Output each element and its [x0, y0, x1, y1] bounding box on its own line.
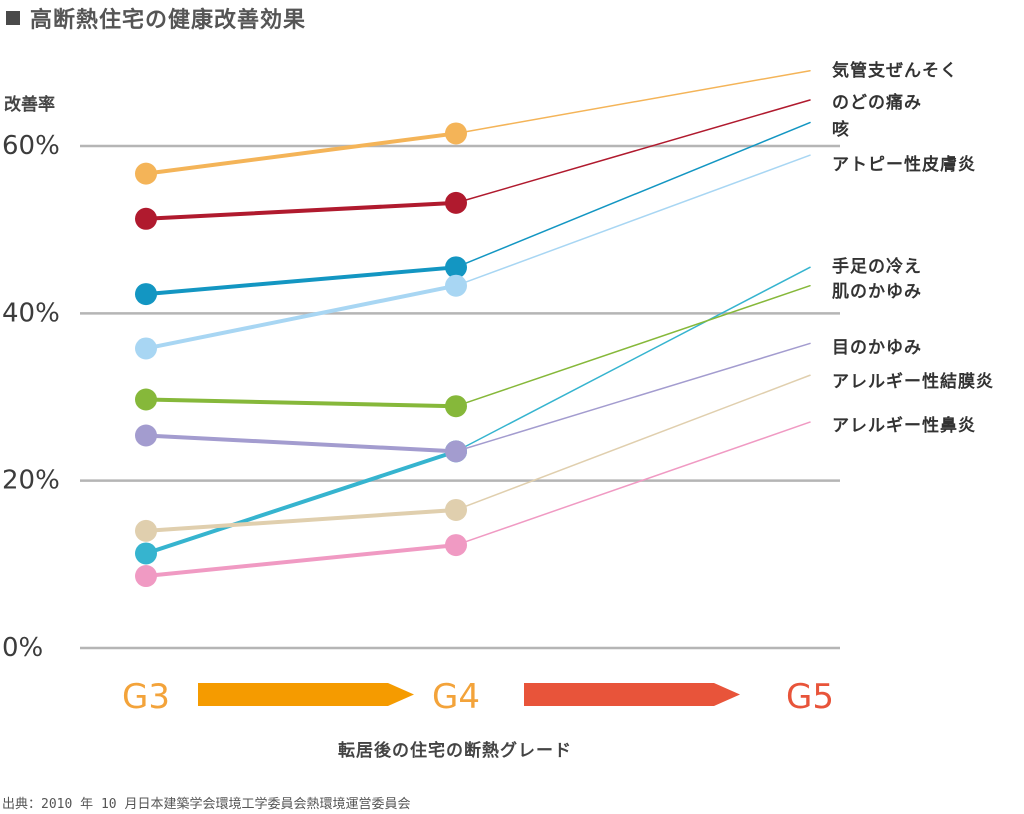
series-line-g4-g5: [455, 284, 811, 407]
series-line-g3-g4: [144, 131, 458, 176]
data-point-g3: [135, 162, 157, 185]
y-tick-label: 0%: [2, 633, 43, 663]
series-line-g3-g4: [144, 200, 458, 221]
series-line-g4-g5: [455, 99, 811, 204]
y-tick-label: 20%: [2, 466, 60, 496]
title-marker: [6, 11, 20, 25]
data-point-g4: [445, 534, 467, 557]
data-point-g4: [445, 440, 467, 463]
series-line-g4-g5: [455, 342, 811, 453]
series-line-g4-g5: [455, 421, 811, 546]
data-point-g4: [445, 256, 467, 279]
y-tick-label: 60%: [2, 131, 60, 161]
data-point-g4: [445, 395, 467, 418]
data-point-g4: [445, 498, 467, 521]
chart-title: 高断熱住宅の健康改善効果: [6, 2, 306, 34]
legend-item: 肌のかゆみ: [832, 282, 922, 302]
series-line-g3-g4: [144, 433, 458, 454]
series-line-g4-g5: [455, 266, 811, 453]
legend-item: 気管支ぜんそく: [832, 61, 958, 81]
series-line-g4-g5: [455, 374, 811, 511]
x-category-label: G4: [432, 677, 480, 717]
y-axis-label: 改善率: [4, 95, 55, 115]
series-line-g3-g4: [144, 543, 458, 579]
x-category-label: G3: [122, 677, 170, 717]
data-point-g3: [135, 283, 157, 306]
legend-item: アレルギー性結膜炎: [832, 372, 994, 392]
x-axis-label: 転居後の住宅の断熱グレード: [338, 741, 572, 761]
series-line-g3-g4: [144, 449, 458, 556]
data-point-g4: [445, 191, 467, 214]
series-line-g4-g5: [455, 121, 811, 269]
x-category-label: G5: [786, 677, 834, 717]
data-point-g4: [445, 122, 467, 145]
y-tick-label: 40%: [2, 298, 60, 328]
data-point-g3: [135, 337, 157, 360]
grade-arrow-g3-g4: [198, 683, 414, 706]
data-point-g3: [135, 565, 157, 588]
source-note: 出典：2010 年 10 月日本建築学会環境工学委員会熱環境運営委員会: [2, 797, 411, 812]
data-point-g3: [135, 424, 157, 447]
chart-title-text: 高断熱住宅の健康改善効果: [30, 8, 307, 33]
data-point-g3: [135, 519, 157, 542]
series-line-g3-g4: [144, 265, 458, 297]
series-line-g3-g4: [144, 507, 458, 533]
legend-item: アレルギー性鼻炎: [832, 416, 976, 436]
data-point-g3: [135, 542, 157, 565]
legend-item: アトピー性皮膚炎: [832, 155, 976, 175]
legend-item: 咳: [832, 120, 850, 140]
series-line-g3-g4: [144, 397, 458, 409]
data-point-g4: [445, 274, 467, 297]
data-point-g3: [135, 207, 157, 230]
series-line-g3-g4: [144, 283, 458, 351]
series-line-g4-g5: [455, 69, 811, 135]
legend-item: 目のかゆみ: [832, 338, 922, 358]
series-line-g4-g5: [455, 154, 811, 287]
legend-item: のどの痛み: [832, 93, 922, 113]
legend-item: 手足の冷え: [832, 257, 922, 277]
grade-arrow-g4-g5: [524, 683, 740, 706]
data-point-g3: [135, 388, 157, 411]
